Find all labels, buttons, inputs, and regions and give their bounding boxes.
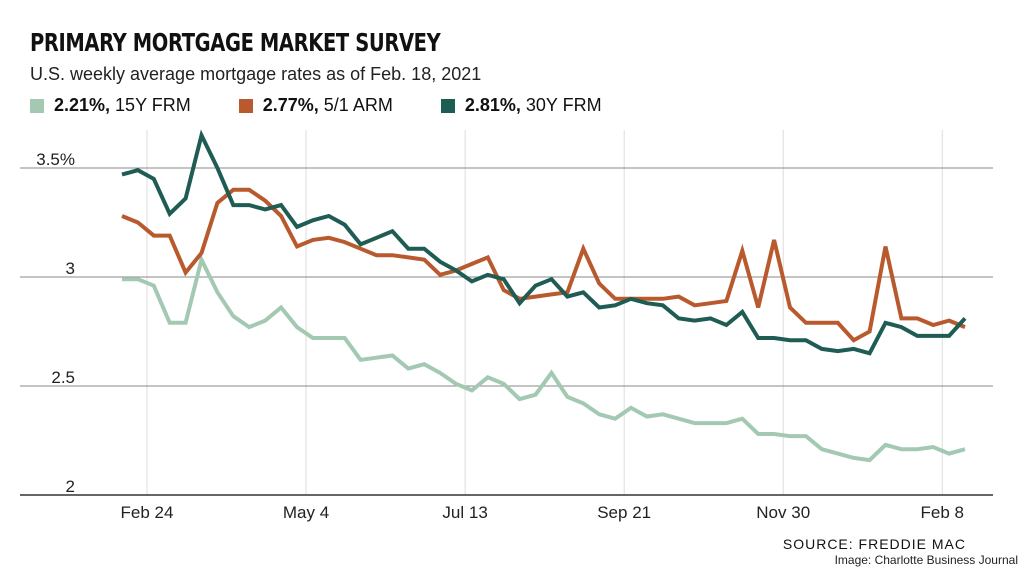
legend-swatch [238,98,253,113]
legend-item-arm: 2.77%, 5/1 ARM [238,95,393,116]
legend-swatch [30,98,44,113]
legend-label: 15Y FRM [115,95,191,115]
x-tick-label: Feb 8 [921,503,964,522]
y-tick-label: 2 [66,477,75,496]
legend-value: 2.21%, [54,95,111,115]
y-tick-label: 3 [66,259,75,278]
x-tick-label: Nov 30 [756,503,810,522]
y-tick-label: 2.5 [51,368,75,387]
chart-subtitle: U.S. weekly average mortgage rates as of… [30,64,482,84]
image-credit: Image: Charlotte Business Journal [834,553,1018,567]
chart-title: PRIMARY MORTGAGE MARKET SURVEY [30,28,441,57]
series-line-5-1-arm [121,187,966,343]
x-tick-label: Jul 13 [442,503,487,522]
series-line-15y-frm [122,253,966,463]
legend-swatch [440,98,455,113]
x-tick-label: Feb 24 [121,503,174,522]
series-line-30y-frm [121,129,967,356]
legend-item-30y: 2.81%, 30Y FRM [440,95,602,116]
legend-item-15y: 2.21%, 15Y FRM [30,95,191,116]
legend: 2.21%, 15Y FRM 2.77%, 5/1 ARM 2.81%, 30Y… [30,95,650,116]
source-note: SOURCE: FREDDIE MAC [782,536,966,552]
legend-value: 2.77%, [262,95,319,115]
legend-label: 5/1 ARM [323,95,393,115]
y-tick-label: 3.5% [36,150,75,169]
legend-value: 2.81%, [464,95,521,115]
x-tick-label: May 4 [283,503,329,522]
x-tick-label: Sep 21 [597,503,651,522]
legend-label: 30Y FRM [525,95,602,115]
